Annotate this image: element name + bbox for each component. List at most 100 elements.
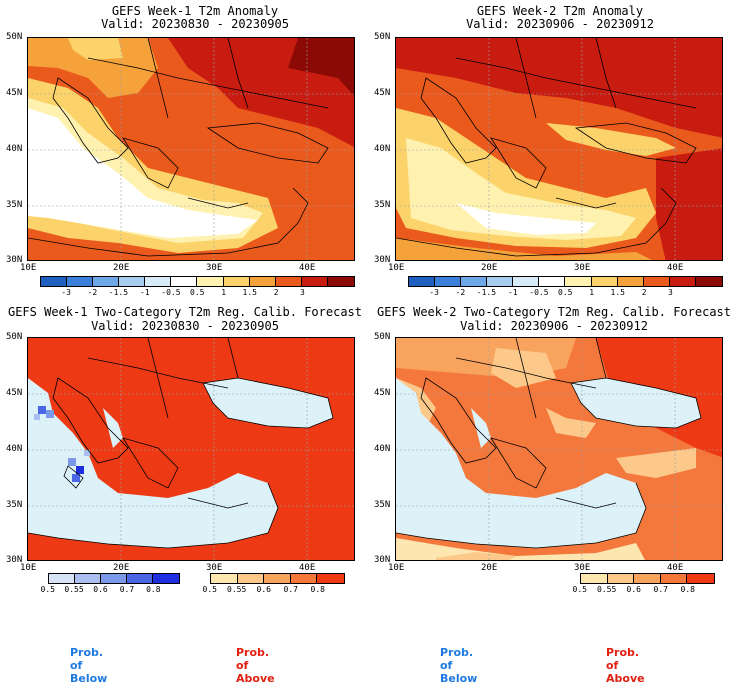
colorbar-swatch — [223, 277, 250, 286]
prob-above-label: Prob. of Above — [236, 646, 275, 685]
lat-label: 35N — [6, 500, 23, 510]
lat-label: 45N — [374, 388, 391, 398]
colorbar-swatch — [197, 277, 224, 286]
prob-below-label: Prob. of Below — [440, 646, 478, 685]
lon-label: 30E — [206, 263, 223, 273]
lat-label: 50N — [6, 32, 23, 42]
lat-label: 45N — [6, 88, 23, 98]
map-week1-probability — [27, 337, 355, 561]
lon-label: 30E — [206, 563, 223, 573]
colorbar-swatch — [301, 277, 328, 286]
colorbar-tick-label: 0.6 — [93, 585, 108, 594]
colorbar-swatch — [275, 277, 302, 286]
lon-label: 10E — [388, 263, 405, 273]
colorbar-tick-label: 2 — [641, 288, 647, 297]
panel-valid-date: Valid: 20230830 - 20230905 — [101, 17, 289, 31]
colorbar-swatch — [264, 574, 291, 583]
colorbar-tick-label: 0.8 — [680, 585, 695, 594]
lon-label: 10E — [20, 263, 37, 273]
colorbar-swatch — [461, 277, 488, 286]
colorbar-tick-label: 0.8 — [310, 585, 325, 594]
colorbar-tick-label: -3 — [61, 288, 71, 297]
colorbar-swatch — [435, 277, 462, 286]
colorbar-swatch — [327, 277, 354, 286]
colorbar-swatch — [487, 277, 514, 286]
colorbar-swatch — [660, 574, 688, 583]
lat-label: 30N — [6, 255, 23, 265]
lat-label: 30N — [6, 555, 23, 565]
anomaly-colorbar — [408, 276, 723, 287]
lon-label: 30E — [574, 263, 591, 273]
colorbar-swatch — [119, 277, 146, 286]
lon-label: 40E — [667, 563, 684, 573]
colorbar-swatch — [317, 574, 344, 583]
colorbar-tick-label: 0.7 — [283, 585, 298, 594]
lon-label: 40E — [667, 263, 684, 273]
panel-title: GEFS Week-2 Two-Category T2m Reg. Calib.… — [376, 305, 731, 319]
colorbar-tick-label: -3 — [429, 288, 439, 297]
colorbar-swatch — [607, 574, 635, 583]
colorbar-tick-label: -1 — [140, 288, 150, 297]
colorbar-tick-label: 2 — [273, 288, 279, 297]
colorbar-swatch — [290, 574, 318, 583]
colorbar-swatch — [171, 277, 198, 286]
lon-label: 20E — [481, 563, 498, 573]
lon-label: 40E — [299, 263, 316, 273]
colorbar-swatch — [591, 277, 618, 286]
lat-label: 45N — [6, 388, 23, 398]
colorbar-tick-label: 0.5 — [202, 585, 217, 594]
colorbar-tick-label: 1 — [589, 288, 595, 297]
colorbar-swatch — [687, 574, 714, 583]
panel-valid-date: Valid: 20230906 - 20230912 — [466, 17, 654, 31]
colorbar-tick-label: 0.7 — [119, 585, 135, 594]
colorbar-swatch — [101, 574, 127, 583]
colorbar-swatch — [67, 277, 94, 286]
colorbar-tick-label: 0.6 — [256, 585, 271, 594]
anomaly-colorbar — [40, 276, 355, 287]
colorbar-tick-label: -2 — [87, 288, 98, 297]
panel-title: GEFS Week-2 T2m Anomaly — [476, 4, 644, 18]
colorbar-tick-label: 0.7 — [653, 585, 668, 594]
colorbar-swatch — [581, 574, 608, 583]
lat-label: 50N — [6, 332, 23, 342]
lon-label: 10E — [20, 563, 37, 573]
lat-label: 45N — [374, 88, 391, 98]
lon-label: 20E — [481, 263, 498, 273]
lat-label: 35N — [374, 200, 391, 210]
colorbar-tick-label: 0.5 — [572, 585, 587, 594]
colorbar-tick-label: 3 — [668, 288, 673, 297]
prob-above-label: Prob. of Above — [606, 646, 645, 685]
panel-valid-date: Valid: 20230830 - 20230905 — [91, 319, 279, 333]
lat-label: 40N — [6, 444, 23, 454]
prob-above-colorbar — [580, 573, 715, 584]
colorbar-tick-label: 0.55 — [64, 585, 84, 594]
prob-below-label: Prob. of Below — [70, 646, 108, 685]
colorbar-tick-label: -1 — [508, 288, 518, 297]
prob-below-colorbar — [48, 573, 180, 584]
colorbar-tick-label: 1 — [221, 288, 227, 297]
colorbar-tick-label: 0.5 — [40, 585, 55, 594]
lat-label: 40N — [6, 144, 23, 154]
lat-label: 35N — [374, 500, 391, 510]
lon-label: 20E — [113, 563, 130, 573]
colorbar-tick-label: -1.5 — [476, 288, 497, 297]
colorbar-swatch — [617, 277, 644, 286]
colorbar-swatch — [211, 574, 238, 583]
colorbar-swatch — [249, 277, 276, 286]
colorbar-swatch — [695, 277, 722, 286]
colorbar-swatch — [41, 277, 68, 286]
colorbar-swatch — [643, 277, 670, 286]
lat-label: 35N — [6, 200, 23, 210]
colorbar-tick-label: -1.5 — [108, 288, 129, 297]
colorbar-tick-label: -0.5 — [161, 288, 181, 297]
lat-label: 30N — [374, 255, 391, 265]
map-week1-anomaly — [27, 37, 355, 261]
colorbar-swatch — [539, 277, 566, 286]
colorbar-tick-label: 0.5 — [190, 288, 205, 297]
lat-label: 40N — [374, 144, 391, 154]
colorbar-swatch — [634, 574, 661, 583]
colorbar-tick-label: 0.5 — [558, 288, 573, 297]
panel-valid-date: Valid: 20230906 - 20230912 — [460, 319, 648, 333]
lat-label: 30N — [374, 555, 391, 565]
colorbar-swatch — [513, 277, 540, 286]
